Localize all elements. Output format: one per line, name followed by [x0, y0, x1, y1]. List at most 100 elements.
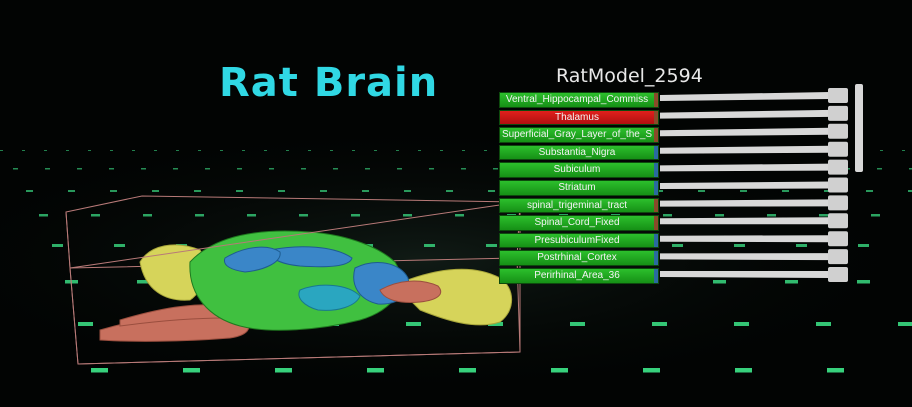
color-swatch[interactable]	[654, 233, 658, 248]
opacity-slider-handle[interactable]	[828, 231, 848, 247]
grid-mark	[397, 168, 402, 170]
grid-mark	[77, 168, 82, 170]
grid-mark	[740, 190, 747, 192]
brain-model[interactable]	[65, 195, 521, 365]
structure-label: Superficial_Gray_Layer_of_the_S	[501, 129, 653, 141]
opacity-slider-track[interactable]	[660, 253, 830, 261]
grid-mark	[26, 190, 33, 192]
grid-mark	[461, 168, 466, 170]
grid-mark	[858, 244, 869, 247]
grid-mark	[286, 150, 289, 151]
opacity-slider-track[interactable]	[660, 127, 830, 137]
grid-mark	[816, 322, 831, 326]
opacity-slider-handle[interactable]	[828, 88, 848, 103]
grid-mark	[68, 190, 75, 192]
grid-mark	[320, 190, 327, 192]
grid-mark	[52, 244, 63, 247]
color-swatch[interactable]	[654, 180, 658, 195]
grid-mark	[114, 244, 125, 247]
grid-mark	[908, 190, 912, 192]
grid-mark	[299, 214, 308, 217]
grid-mark	[672, 244, 683, 247]
opacity-slider-track[interactable]	[660, 235, 830, 243]
color-swatch[interactable]	[654, 128, 658, 142]
color-swatch[interactable]	[654, 216, 658, 230]
structure-row[interactable]: Substantia_Nigra	[499, 144, 659, 161]
grid-mark	[486, 244, 497, 247]
opacity-slider-track[interactable]	[660, 145, 830, 154]
opacity-slider-handle[interactable]	[828, 141, 848, 157]
grid-mark	[205, 168, 210, 170]
opacity-slider-handle[interactable]	[828, 249, 848, 265]
opacity-slider-track[interactable]	[660, 163, 830, 172]
color-swatch[interactable]	[654, 251, 658, 265]
grid-mark	[551, 368, 568, 373]
color-swatch[interactable]	[654, 198, 658, 213]
panel-scrollbar[interactable]	[855, 84, 863, 172]
grid-mark	[275, 368, 292, 373]
structure-row[interactable]: Postrhinal_Cortex	[499, 250, 659, 266]
grid-mark	[857, 280, 870, 284]
opacity-slider-track[interactable]	[660, 109, 830, 119]
grid-mark	[488, 322, 503, 326]
structure-row[interactable]: Superficial_Gray_Layer_of_the_S	[499, 127, 659, 143]
grid-mark	[78, 322, 93, 326]
hippocampus	[269, 246, 353, 268]
structure-label: Thalamus	[555, 111, 599, 123]
opacity-slider-handle[interactable]	[828, 177, 848, 193]
grid-mark	[396, 150, 399, 151]
opacity-slider-handle[interactable]	[828, 195, 848, 211]
brainstem	[379, 280, 442, 303]
opacity-slider-track[interactable]	[660, 199, 830, 207]
grid-mark	[782, 190, 789, 192]
grid-mark	[663, 214, 672, 217]
color-swatch[interactable]	[654, 145, 658, 160]
structure-row[interactable]: Subiculum	[499, 162, 659, 178]
structure-label: Ventral_Hippocampal_Commiss	[505, 94, 649, 105]
striatum-surface	[223, 246, 281, 273]
grid-mark	[484, 150, 487, 151]
color-swatch[interactable]	[654, 110, 658, 125]
model-name-label: RatModel_2594	[556, 65, 703, 87]
grid-mark	[367, 368, 384, 373]
grid-mark	[236, 190, 243, 192]
structure-list: Ventral_Hippocampal_Commiss Thalamus Super…	[499, 92, 659, 286]
grid-mark	[88, 150, 91, 151]
structure-label: Postrhinal_Cortex	[537, 252, 617, 264]
opacity-slider-track[interactable]	[660, 271, 830, 278]
color-swatch[interactable]	[654, 93, 658, 107]
grid-mark	[488, 190, 495, 192]
grid-mark	[220, 150, 223, 151]
grid-mark	[827, 368, 844, 373]
structure-row[interactable]: Perirhinal_Area_36	[499, 267, 659, 284]
opacity-slider-handle[interactable]	[828, 123, 848, 139]
grid-mark	[137, 280, 150, 284]
structure-label: Perirhinal_Area_36	[534, 269, 620, 281]
opacity-slider-handle[interactable]	[828, 213, 848, 229]
opacity-slider-handle[interactable]	[828, 267, 848, 282]
structure-row[interactable]: spinal_trigeminal_tract	[499, 197, 659, 214]
grid-mark	[237, 168, 242, 170]
color-swatch[interactable]	[654, 163, 658, 177]
grid-mark	[715, 214, 724, 217]
color-swatch[interactable]	[654, 268, 658, 283]
grid-mark	[195, 214, 204, 217]
grid-mark	[141, 168, 146, 170]
opacity-slider-track[interactable]	[660, 181, 830, 190]
opacity-slider-track[interactable]	[660, 92, 830, 101]
opacity-slider-track[interactable]	[660, 217, 830, 225]
structure-label: Spinal_Cord_Fixed	[534, 217, 620, 229]
app-title: Rat Brain	[219, 60, 439, 106]
structure-row[interactable]: Ventral_Hippocampal_Commiss	[499, 92, 659, 108]
structure-row[interactable]: PresubiculumFixed	[499, 232, 659, 249]
grid-mark	[362, 190, 369, 192]
structure-row[interactable]: Thalamus	[499, 109, 659, 126]
opacity-slider-handle[interactable]	[828, 159, 848, 175]
grid-mark	[39, 214, 48, 217]
structure-row[interactable]: Striatum	[499, 179, 659, 196]
opacity-slider-handle[interactable]	[828, 105, 848, 121]
structure-row[interactable]: Spinal_Cord_Fixed	[499, 215, 659, 231]
grid-mark	[735, 368, 752, 373]
grid-mark	[351, 214, 360, 217]
